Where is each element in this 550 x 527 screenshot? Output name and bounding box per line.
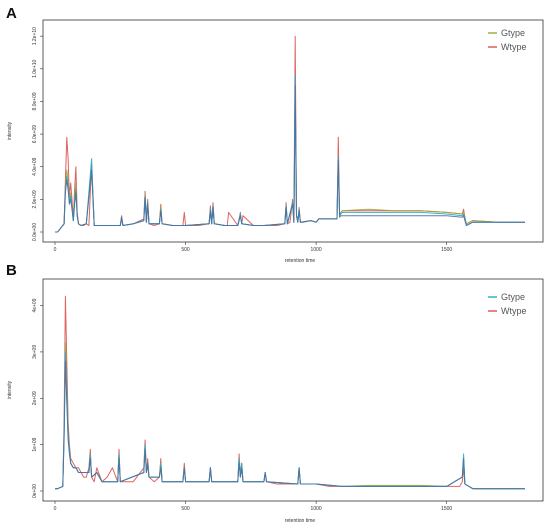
panel-a-y-tick-label: 1.2e+10 bbox=[32, 27, 38, 45]
panel-a-series-line-4 bbox=[55, 84, 525, 233]
panel-a-y-tick-label: 8.0e+09 bbox=[32, 92, 38, 110]
panel-b-y-axis-title: intensity bbox=[7, 380, 13, 399]
panel-a-x-axis: 0 500 1000 1500 bbox=[54, 242, 452, 253]
panel-a-x-tick-label: 500 bbox=[181, 247, 190, 253]
panel-a-x-tick-label: 0 bbox=[54, 247, 57, 253]
panel-a-series-line-3 bbox=[55, 74, 525, 233]
panel-a-legend-label-wtype: Wtype bbox=[501, 42, 527, 52]
panel-b-series-line-2 bbox=[55, 342, 525, 490]
panel-a-y-tick-label: 0.0e+00 bbox=[32, 223, 38, 241]
panel-a-y-tick-label: 1.0e+10 bbox=[32, 59, 38, 77]
panel-a-y-axis: 0.0e+00 2.0e+09 4.0e+09 6.0e+09 8.0e+09 1.0e+… bbox=[32, 27, 43, 241]
panel-a-label: A bbox=[6, 5, 17, 22]
panel-b: B 0 500 1000 1500 0e+00 1e+09 2e+09 3e+09 4e+09… bbox=[6, 262, 544, 524]
panel-a-plot-frame bbox=[42, 19, 544, 243]
panel-a-y-tick-label: 2.0e+09 bbox=[32, 190, 38, 208]
panel-b-series bbox=[55, 295, 525, 490]
panel-a-series bbox=[55, 35, 525, 233]
panel-b-legend-label-gtype: Gtype bbox=[501, 292, 525, 302]
panel-b-legend: Gtype Wtype bbox=[488, 292, 527, 316]
panel-b-x-axis: 0 500 1000 1500 bbox=[54, 501, 452, 512]
panel-b-y-tick-label: 0e+00 bbox=[32, 484, 38, 498]
panel-a-series-line-1 bbox=[55, 35, 525, 233]
panel-b-x-tick-label: 1500 bbox=[441, 506, 452, 512]
panel-b-x-tick-label: 0 bbox=[54, 506, 57, 512]
panel-b-series-line-4 bbox=[55, 360, 525, 490]
panel-b-y-axis: 0e+00 1e+09 2e+09 3e+09 4e+09 bbox=[32, 298, 43, 498]
panel-b-series-line-1 bbox=[55, 295, 525, 490]
panel-b-y-tick-label: 4e+09 bbox=[32, 298, 38, 312]
panel-a-y-tick-label: 6.0e+09 bbox=[32, 125, 38, 143]
panel-a-x-tick-label: 1000 bbox=[311, 247, 322, 253]
panel-b-y-tick-label: 2e+09 bbox=[32, 391, 38, 405]
panel-a-legend: Gtype Wtype bbox=[488, 28, 527, 52]
panel-b-plot-frame bbox=[42, 278, 544, 502]
panel-a-x-tick-label: 1500 bbox=[441, 247, 452, 253]
panel-b-y-tick-label: 3e+09 bbox=[32, 345, 38, 359]
panel-b-label: B bbox=[6, 262, 17, 279]
panel-b-series-line-3 bbox=[55, 351, 525, 490]
panel-a: A 0 500 1000 1500 0.0e+00 2.0e+09 4.0e+09 6.0e… bbox=[6, 5, 544, 264]
panel-b-x-tick-label: 500 bbox=[181, 506, 190, 512]
panel-b-x-axis-title: retention time bbox=[285, 518, 316, 524]
panel-a-y-tick-label: 4.0e+09 bbox=[32, 157, 38, 175]
panel-b-y-tick-label: 1e+09 bbox=[32, 437, 38, 451]
panel-a-legend-label-gtype: Gtype bbox=[501, 28, 525, 38]
panel-a-x-axis-title: retention time bbox=[285, 258, 316, 264]
panel-a-y-axis-title: intensity bbox=[7, 121, 13, 140]
panel-b-x-tick-label: 1000 bbox=[311, 506, 322, 512]
panel-b-legend-label-wtype: Wtype bbox=[501, 306, 527, 316]
